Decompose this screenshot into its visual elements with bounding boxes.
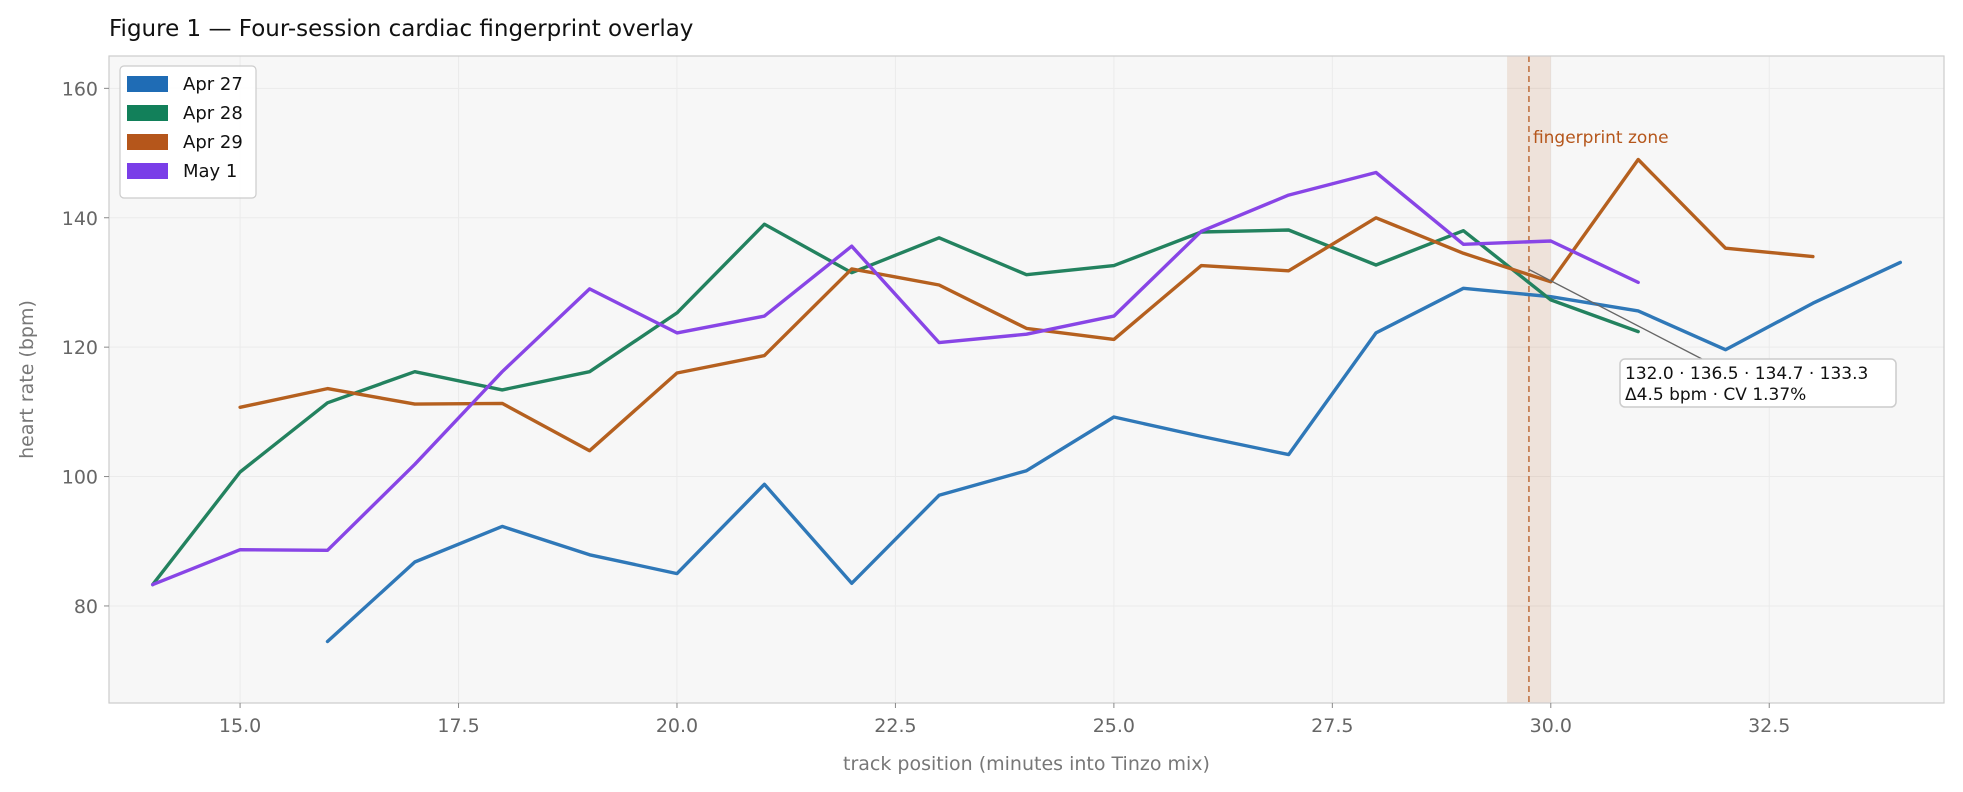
y-tick-label-0: 80	[74, 596, 98, 618]
legend-label-0: Apr 27	[183, 74, 243, 95]
x-tick-label-5: 27.5	[1311, 715, 1353, 737]
grid	[109, 56, 1944, 703]
zone-label: fingerprint zone	[1533, 128, 1669, 148]
legend-swatch-0	[127, 76, 168, 92]
annotation-line-1: Δ4.5 bpm · CV 1.37%	[1625, 385, 1806, 405]
plot-frame	[108, 55, 1945, 704]
y-tick-label-1: 100	[62, 467, 98, 489]
legend-swatch-3	[127, 163, 168, 179]
series-line-2	[238, 157, 1815, 453]
y-axis-label: heart rate (bpm)	[16, 300, 38, 459]
series-line-0	[325, 260, 1903, 644]
legend-label-3: May 1	[183, 161, 237, 182]
annotation-box	[1619, 358, 1897, 408]
annotation-line-0: 132.0 · 136.5 · 134.7 · 133.3	[1625, 364, 1868, 384]
fingerprint-zone: fingerprint zone	[1507, 56, 1669, 703]
legend-label-2: Apr 29	[183, 132, 243, 153]
annotation-arrow	[1528, 268, 1703, 360]
x-tick-label-6: 30.0	[1530, 715, 1572, 737]
legend-label-1: Apr 28	[183, 103, 243, 124]
x-tick-label-2: 20.0	[656, 715, 698, 737]
x-axis-label: track position (minutes into Tinzo mix)	[843, 753, 1210, 775]
x-tick-label-4: 25.0	[1093, 715, 1135, 737]
series-group	[150, 157, 1903, 644]
series-line-3	[150, 170, 1640, 587]
legend-swatch-2	[127, 134, 168, 150]
series-line-1	[150, 222, 1640, 587]
x-tick-label-7: 32.5	[1748, 715, 1790, 737]
legend[interactable]: Apr 27 Apr 28 Apr 29 May 1	[119, 65, 257, 199]
y-axis-ticks: 80 100 120 140 160	[62, 78, 109, 618]
y-tick-label-4: 160	[62, 78, 98, 100]
x-tick-label-3: 22.5	[874, 715, 916, 737]
y-tick-label-2: 120	[62, 337, 98, 359]
y-tick-label-3: 140	[62, 208, 98, 230]
x-tick-label-0: 15.0	[219, 715, 261, 737]
legend-swatch-1	[127, 105, 168, 121]
x-axis-ticks: 15.0 17.5 20.0 22.5 25.0 27.5 30.0 32.5	[219, 703, 1790, 737]
x-tick-label-1: 17.5	[437, 715, 479, 737]
annotation-group: 132.0 · 136.5 · 134.7 · 133.3Δ4.5 bpm · …	[1528, 268, 1897, 408]
chart-title: Figure 1 — Four-session cardiac fingerpr…	[109, 16, 693, 42]
